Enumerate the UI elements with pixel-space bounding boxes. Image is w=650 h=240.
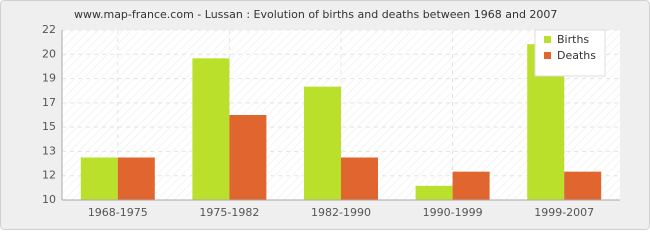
y-tick-label: 20 <box>42 47 56 60</box>
x-tick-label: 1982-1990 <box>311 206 371 219</box>
bar <box>192 58 230 201</box>
legend-label: Deaths <box>557 49 596 62</box>
legend-swatch <box>544 52 551 59</box>
y-tick-label: 22 <box>42 23 56 36</box>
y-tick-label: 17 <box>42 96 56 109</box>
bar <box>341 157 378 200</box>
y-tick-label: 15 <box>42 120 56 133</box>
chart: www.map-france.com - Lussan : Evolution … <box>0 0 650 230</box>
bar <box>452 171 490 200</box>
x-tick-label: 1990-1999 <box>423 206 483 219</box>
x-tick-label: 1968-1975 <box>88 206 148 219</box>
bar <box>415 185 453 200</box>
bar <box>304 86 341 200</box>
legend-swatch <box>544 36 551 43</box>
y-tick-label: 12 <box>42 169 56 182</box>
y-tick-label: 13 <box>42 144 56 157</box>
chart-title: www.map-france.com - Lussan : Evolution … <box>74 8 557 21</box>
y-tick-label: 10 <box>42 193 56 206</box>
y-tick-label: 19 <box>42 72 56 85</box>
bar <box>80 157 118 200</box>
x-tick-label: 1999-2007 <box>534 206 594 219</box>
x-tick-label: 1975-1982 <box>199 206 259 219</box>
bar <box>564 171 602 200</box>
bar <box>229 115 267 200</box>
legend-label: Births <box>557 33 589 46</box>
bar <box>117 157 155 200</box>
